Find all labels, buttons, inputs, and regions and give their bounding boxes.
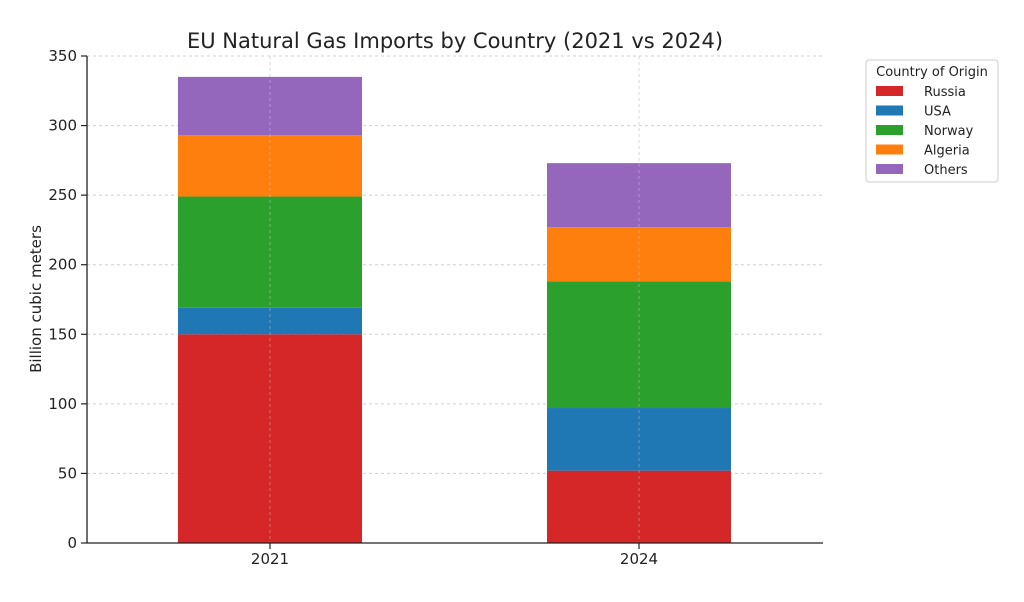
axes xyxy=(86,56,823,544)
y-ticks: 0 50 100 150 200 250 300 350 xyxy=(48,47,87,552)
x-ticks: 2021 2024 xyxy=(251,543,658,568)
bar-2024-usa xyxy=(547,408,731,471)
legend-swatch-algeria xyxy=(876,144,903,155)
legend: Country of Origin Russia USA Norway Algeria… xyxy=(865,59,999,183)
bars xyxy=(178,56,731,543)
y-tick-label: 0 xyxy=(67,534,77,552)
y-tick-label: 100 xyxy=(48,395,77,413)
x-tick-label: 2021 xyxy=(251,550,289,568)
bar-2024-russia xyxy=(547,470,731,543)
bar-2024-others xyxy=(547,163,731,228)
legend-label-norway: Norway xyxy=(924,124,974,139)
legend-label-algeria: Algeria xyxy=(924,144,970,159)
y-tick-label: 200 xyxy=(48,256,77,274)
bar-2021-norway xyxy=(178,196,362,308)
bar-2024-algeria xyxy=(547,227,731,282)
legend-label-russia: Russia xyxy=(924,85,966,100)
legend-label-others: Others xyxy=(924,163,968,178)
y-axis-label: Billion cubic meters xyxy=(27,225,45,373)
y-tick-label: 50 xyxy=(58,464,77,482)
y-tick-label: 350 xyxy=(48,47,77,65)
y-tick-label: 300 xyxy=(48,117,77,135)
legend-label-usa: USA xyxy=(924,105,951,120)
bar-2021-others xyxy=(178,76,362,136)
legend-items: Russia USA Norway Algeria Others xyxy=(876,85,974,178)
bar-2021-russia xyxy=(178,334,362,543)
bar-2021-algeria xyxy=(178,135,362,197)
x-tick-label: 2024 xyxy=(620,550,658,568)
bar-2024-norway xyxy=(547,281,731,409)
legend-swatch-usa xyxy=(876,105,903,116)
legend-title: Country of Origin xyxy=(876,65,988,80)
legend-swatch-others xyxy=(876,164,903,174)
legend-swatch-norway xyxy=(876,125,903,135)
chart-title: EU Natural Gas Imports by Country (2021 … xyxy=(187,29,723,53)
y-tick-label: 250 xyxy=(48,186,77,204)
bar-2021-usa xyxy=(178,307,362,335)
legend-swatch-russia xyxy=(876,86,903,96)
y-tick-label: 150 xyxy=(48,325,77,343)
